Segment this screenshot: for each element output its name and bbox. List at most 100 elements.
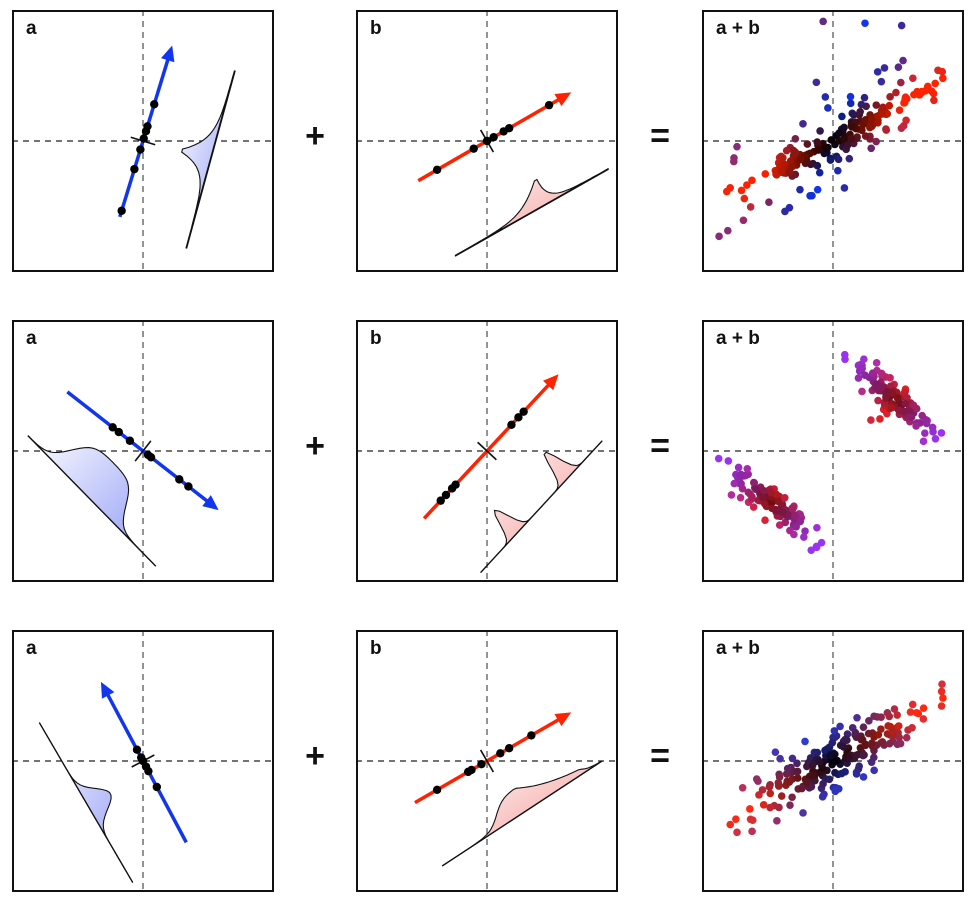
scatter-point <box>729 157 738 166</box>
scatter-point <box>765 783 774 791</box>
scatter-point <box>813 161 822 170</box>
scatter-point <box>857 100 866 109</box>
scatter-point <box>743 464 752 473</box>
scatter-point <box>798 784 806 792</box>
sample-point <box>441 490 451 500</box>
sample-point <box>152 782 162 792</box>
scatter-point <box>938 67 947 76</box>
scatter-point <box>754 777 762 785</box>
scatter-point <box>843 736 851 744</box>
scatter-point <box>777 167 786 175</box>
scatter-point <box>830 757 839 766</box>
scatter-point <box>821 144 830 152</box>
projection-line <box>185 70 236 249</box>
scatter-point <box>895 106 904 114</box>
panel-a-row1: a <box>12 10 274 272</box>
scatter-point <box>831 787 840 796</box>
scatter-point <box>873 68 882 76</box>
projection-line <box>441 760 603 867</box>
panel-label: a <box>26 328 37 349</box>
scatter-point <box>847 135 856 143</box>
scatter-point <box>860 93 869 102</box>
sample-point <box>504 124 514 133</box>
scatter-point <box>732 815 740 823</box>
panel-label: a <box>26 18 37 39</box>
scatter-point <box>836 722 844 731</box>
sample-point <box>432 165 442 174</box>
scatter-point <box>817 538 826 547</box>
panel-b-row2-plot <box>358 322 616 580</box>
sample-point <box>469 144 478 153</box>
scatter-point <box>748 816 757 824</box>
scatter-point <box>736 493 745 502</box>
scatter-point <box>819 780 827 788</box>
scatter-point <box>773 817 781 825</box>
scatter-point <box>883 709 892 717</box>
scatter-point <box>888 389 897 397</box>
scatter-point <box>838 112 846 121</box>
sample-point <box>114 427 123 437</box>
scatter-point <box>893 394 902 402</box>
scatter-point <box>887 404 896 412</box>
sample-point <box>519 407 528 416</box>
arrow-head-icon <box>554 712 572 727</box>
scatter-point <box>834 166 842 175</box>
scatter-point <box>931 79 940 88</box>
scatter-point <box>783 764 792 773</box>
scatter-point <box>901 93 910 101</box>
scatter-point <box>730 479 739 488</box>
scatter-point <box>854 374 863 382</box>
scatter-point <box>761 170 770 178</box>
scatter-point <box>793 774 802 782</box>
scatter-point <box>733 142 741 151</box>
scatter-point <box>714 454 723 463</box>
scatter-point <box>856 107 864 116</box>
scatter-point <box>858 364 866 373</box>
scatter-point <box>749 503 758 511</box>
panel-sum-row2-plot <box>704 322 962 580</box>
plus-operator: + <box>305 117 325 155</box>
scatter-point <box>870 753 878 762</box>
scatter-point <box>793 767 802 776</box>
scatter-point <box>853 713 861 722</box>
scatter-point <box>827 136 836 144</box>
scatter-point <box>859 751 867 760</box>
scatter-point <box>772 170 780 179</box>
sample-point <box>544 100 554 110</box>
scatter-point <box>765 198 773 207</box>
equals-operator: = <box>650 427 670 465</box>
projection-line <box>27 435 157 567</box>
scatter-point <box>857 125 866 133</box>
sample-point <box>130 164 139 174</box>
scatter-point <box>919 704 928 712</box>
scatter-point <box>865 717 873 725</box>
scatter-point <box>864 729 873 738</box>
scatter-point <box>734 463 743 472</box>
sample-point <box>150 100 159 109</box>
scatter-point <box>880 64 889 72</box>
panel-a-row3-plot <box>14 632 272 890</box>
sample-point <box>527 731 536 740</box>
scatter-point <box>839 743 848 751</box>
scatter-point <box>923 82 932 91</box>
arrow-head-icon <box>100 681 115 699</box>
panel-a-row1-plot <box>14 12 272 270</box>
panel-a-row2: a <box>12 320 274 582</box>
panel-b-row1: b <box>356 10 618 272</box>
sample-point <box>175 475 184 484</box>
scatter-point <box>917 88 926 97</box>
scatter-point <box>780 494 789 502</box>
scatter-point <box>906 708 915 716</box>
scatter-point <box>877 77 886 86</box>
scatter-point <box>738 783 747 792</box>
scatter-point <box>840 134 848 143</box>
scatter-point <box>788 793 796 802</box>
scatter-point <box>878 110 887 118</box>
scatter-point <box>872 101 881 109</box>
scatter-point <box>908 723 916 732</box>
scatter-point <box>909 401 918 410</box>
scatter-point <box>890 705 899 713</box>
scatter-point <box>791 148 800 157</box>
scatter-point <box>919 715 928 723</box>
panel-sum-row1-plot <box>704 12 962 270</box>
